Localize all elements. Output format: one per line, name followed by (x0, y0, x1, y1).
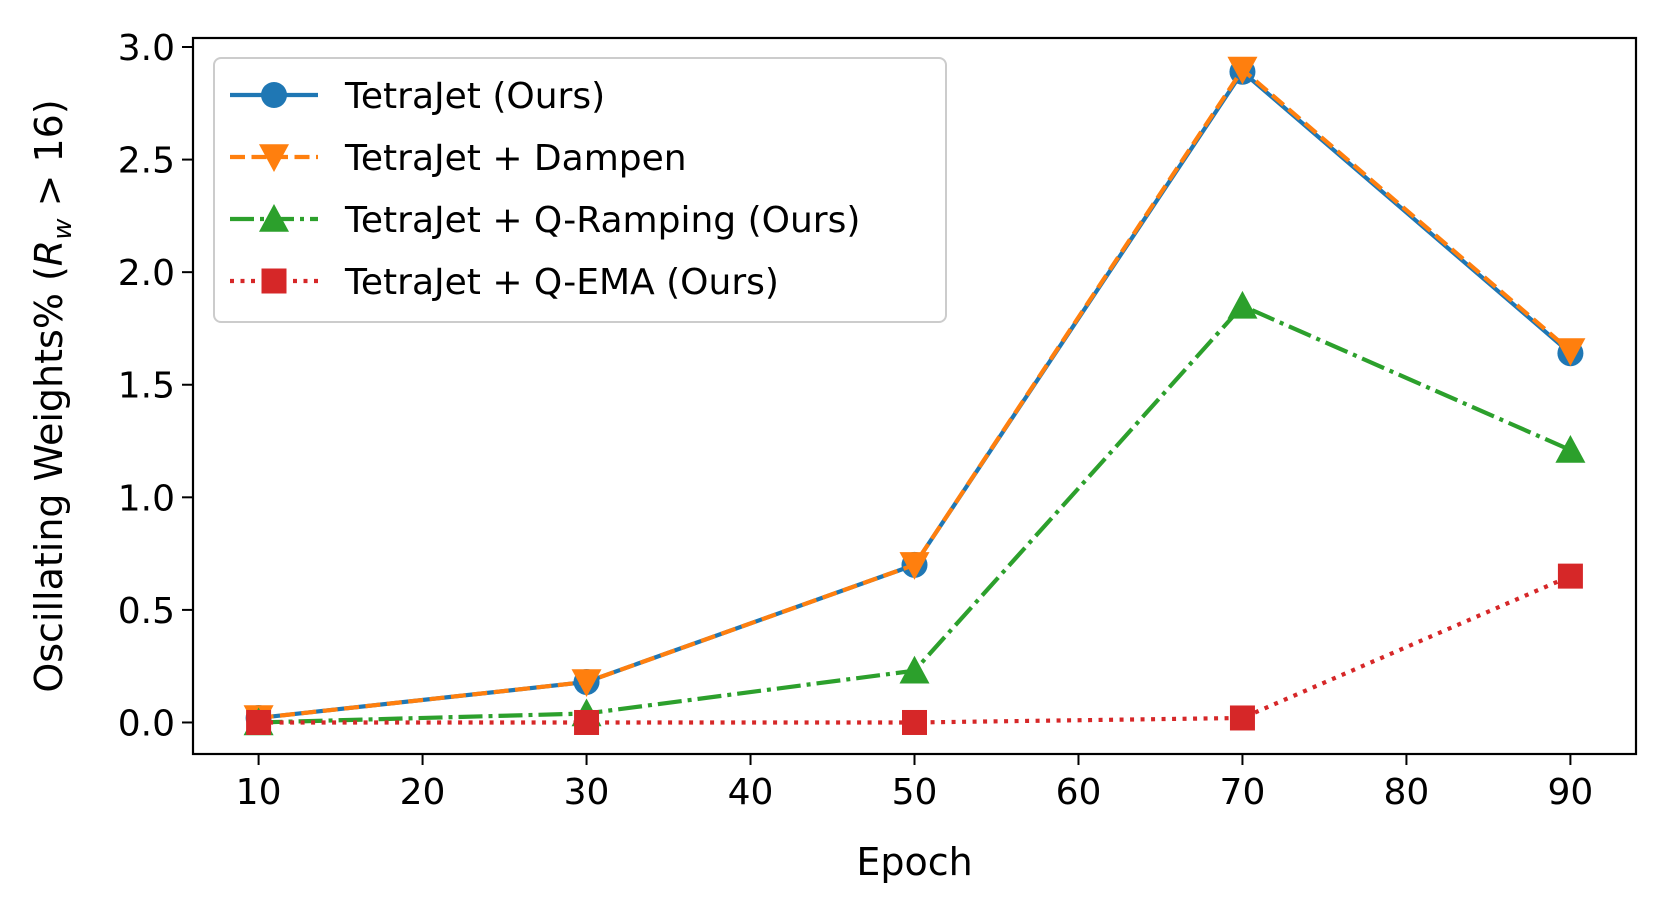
data-point (574, 709, 600, 735)
series-line (258, 574, 1572, 725)
x-axis-label: Epoch (856, 840, 972, 884)
y-tick-label: 2.0 (118, 253, 175, 294)
legend-marker (261, 268, 287, 294)
legend-marker (259, 204, 289, 232)
axis-ticks: 10 20 30 40 50 60 70 80 90 0.0 0.5 1.0 1.5 2.0 2.5 3.0 (118, 28, 1594, 813)
data-point (1229, 705, 1255, 731)
y-tick-label: 0.5 (118, 591, 175, 632)
x-tick-label: 80 (1384, 772, 1430, 813)
x-tick-label: 20 (400, 772, 446, 813)
legend-label: TetraJet (Ours) (344, 76, 605, 117)
legend-label: TetraJet + Dampen (344, 138, 687, 179)
x-tick-label: 50 (892, 772, 938, 813)
data-point (1227, 56, 1258, 85)
legend-label: TetraJet + Q-Ramping (Ours) (344, 200, 860, 241)
legend-item: TetraJet (Ours) (230, 76, 605, 117)
legend-marker (261, 82, 287, 108)
data-point (1557, 563, 1583, 589)
y-axis-label-subscript: w (48, 218, 78, 240)
legend: TetraJet (Ours) TetraJet + Dampen TetraJet… (213, 57, 947, 323)
data-point (899, 552, 930, 580)
y-tick-label: 0.0 (118, 703, 175, 744)
y-axis-label-tail: > 16) (27, 99, 71, 218)
legend-item: TetraJet + Q-EMA (Ours) (230, 262, 779, 303)
x-tick-label: 40 (728, 772, 774, 813)
legend-frame (213, 57, 947, 323)
y-tick-label: 1.5 (118, 366, 175, 407)
x-tick-label: 60 (1056, 772, 1102, 813)
x-tick-label: 90 (1548, 772, 1594, 813)
data-point (1555, 435, 1586, 463)
legend-item: TetraJet + Dampen (230, 138, 687, 179)
plot-marks (243, 56, 1586, 736)
x-tick-label: 10 (236, 772, 282, 813)
legend-marker (259, 144, 289, 172)
legend-label: TetraJet + Q-EMA (Ours) (344, 262, 779, 303)
x-tick-label: 30 (564, 772, 610, 813)
data-point (902, 709, 927, 735)
y-axis-label: Oscillating Weights% (Rw > 16) (27, 99, 78, 692)
y-tick-label: 2.5 (118, 141, 175, 182)
legend-item: TetraJet + Q-Ramping (Ours) (230, 200, 860, 241)
data-point (1555, 338, 1586, 366)
series-4 (246, 563, 1583, 735)
x-tick-label: 70 (1220, 772, 1266, 813)
y-axis-label-text: Oscillating Weights% ( (27, 266, 71, 693)
y-axis-label-math: R (27, 240, 71, 266)
data-point (899, 655, 930, 684)
data-point (246, 709, 272, 735)
series-3 (243, 290, 1586, 736)
data-point (1227, 290, 1258, 319)
y-tick-label: 1.0 (118, 478, 175, 519)
data-point (571, 669, 602, 697)
y-tick-label: 3.0 (118, 28, 175, 69)
